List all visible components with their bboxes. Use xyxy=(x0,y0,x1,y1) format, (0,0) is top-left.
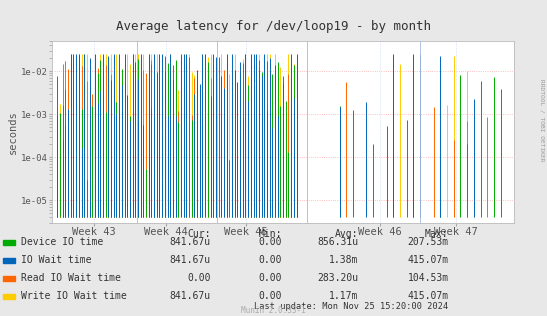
Text: 415.07m: 415.07m xyxy=(408,291,449,301)
Text: 0.00: 0.00 xyxy=(258,273,282,283)
Text: 207.53m: 207.53m xyxy=(408,237,449,247)
Text: Min:: Min: xyxy=(258,229,282,239)
Bar xyxy=(3,294,15,299)
Text: 415.07m: 415.07m xyxy=(408,255,449,265)
Text: 856.31u: 856.31u xyxy=(317,237,358,247)
Text: Last update: Mon Nov 25 15:20:00 2024: Last update: Mon Nov 25 15:20:00 2024 xyxy=(254,301,449,311)
Bar xyxy=(3,240,15,245)
Text: Write IO Wait time: Write IO Wait time xyxy=(21,291,127,301)
Text: Munin 2.0.33-1: Munin 2.0.33-1 xyxy=(241,306,306,315)
Bar xyxy=(3,258,15,263)
Text: Average latency for /dev/loop19 - by month: Average latency for /dev/loop19 - by mon… xyxy=(116,20,431,33)
Text: 841.67u: 841.67u xyxy=(170,255,211,265)
Text: 0.00: 0.00 xyxy=(258,237,282,247)
Text: IO Wait time: IO Wait time xyxy=(21,255,92,265)
Text: Read IO Wait time: Read IO Wait time xyxy=(21,273,121,283)
Y-axis label: seconds: seconds xyxy=(8,110,18,154)
Text: 0.00: 0.00 xyxy=(258,255,282,265)
Text: 0.00: 0.00 xyxy=(258,291,282,301)
Text: 841.67u: 841.67u xyxy=(170,237,211,247)
Text: RRDTOOL / TOBI OETIKER: RRDTOOL / TOBI OETIKER xyxy=(539,79,544,161)
Bar xyxy=(3,276,15,281)
Text: 1.38m: 1.38m xyxy=(329,255,358,265)
Text: 283.20u: 283.20u xyxy=(317,273,358,283)
Text: Cur:: Cur: xyxy=(187,229,211,239)
Text: Avg:: Avg: xyxy=(335,229,358,239)
Text: 1.17m: 1.17m xyxy=(329,291,358,301)
Text: Device IO time: Device IO time xyxy=(21,237,103,247)
Text: 0.00: 0.00 xyxy=(187,273,211,283)
Text: Max:: Max: xyxy=(425,229,449,239)
Text: 841.67u: 841.67u xyxy=(170,291,211,301)
Text: 104.53m: 104.53m xyxy=(408,273,449,283)
